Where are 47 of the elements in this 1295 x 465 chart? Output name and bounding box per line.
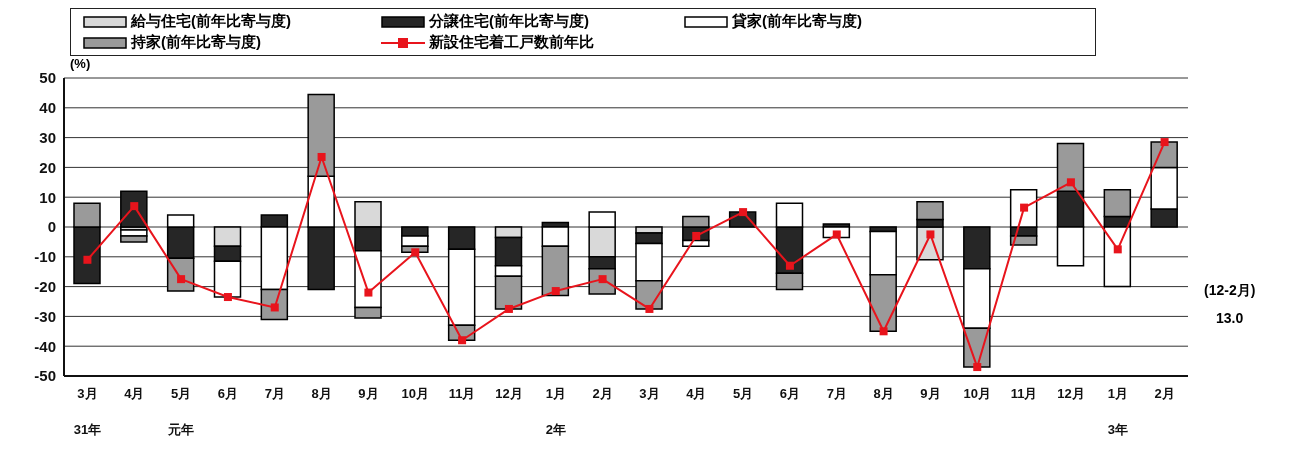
y-tick-label: 50 (39, 69, 56, 87)
y-tick-label: -40 (34, 337, 56, 355)
x-tick-label: 9月 (920, 386, 941, 401)
x-tick-label: 10月 (963, 386, 991, 401)
text: 3年 (1107, 422, 1128, 437)
x-tick-label: 1月 (545, 386, 566, 401)
legend-label: 新設住宅着工戸数前年比 (429, 33, 594, 52)
x-tick-label: 9月 (358, 386, 379, 401)
x-tick-label: 12月 (1057, 386, 1085, 401)
y-tick-label: -10 (34, 248, 56, 266)
x-tick-label: 2月 (1154, 386, 1175, 401)
x-tick-label: 7月 (826, 386, 847, 401)
y-axis-title: (%) (70, 56, 91, 71)
y-tick-label: -30 (34, 307, 56, 325)
x-tick-label: 8月 (311, 386, 332, 401)
legend-label: 貸家(前年比寄与度) (732, 12, 862, 31)
x-tick-label: 10月 (401, 386, 429, 401)
legend-label: 給与住宅(前年比寄与度) (131, 12, 291, 31)
text: 元年 (167, 422, 195, 437)
text: (12-2月) (1204, 281, 1256, 300)
x-tick-label: 11月 (448, 386, 476, 401)
y-tick-label: -20 (34, 277, 56, 295)
x-tick-label: 12月 (495, 386, 523, 401)
x-tick-label: 4月 (124, 386, 145, 401)
x-tick-label: 7月 (264, 386, 285, 401)
x-tick-label: 3月 (77, 386, 98, 401)
x-tick-label: 5月 (170, 386, 192, 401)
x-tick-label: 3月 (639, 386, 660, 401)
text: 31年 (73, 422, 102, 437)
legend-label: 持家(前年比寄与度) (131, 33, 261, 52)
x-tick-label: 1月 (1107, 386, 1128, 401)
y-tick-label: 0 (47, 218, 56, 236)
x-tick-label: 2月 (592, 386, 613, 401)
y-tick-label: -50 (34, 367, 56, 385)
x-tick-label: 6月 (217, 386, 239, 401)
y-tick-label: 10 (39, 188, 56, 206)
x-tick-label: 4月 (686, 386, 707, 401)
y-tick-label: 20 (39, 158, 56, 176)
x-tick-label: 5月 (732, 386, 754, 401)
x-tick-label: 11月 (1010, 386, 1038, 401)
x-tick-label: 8月 (873, 386, 894, 401)
legend-label: 分譲住宅(前年比寄与度) (429, 12, 589, 31)
y-tick-label: 30 (39, 128, 56, 146)
x-tick-label: 6月 (779, 386, 801, 401)
text: 2年 (545, 422, 566, 437)
text: 13.0 (1215, 309, 1245, 328)
y-tick-label: 40 (39, 99, 56, 117)
